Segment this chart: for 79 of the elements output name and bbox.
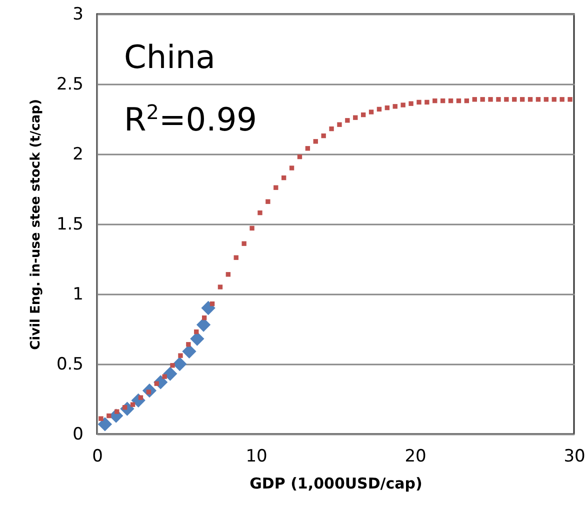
point (321, 133, 326, 138)
point (114, 409, 120, 414)
point (163, 366, 178, 381)
y-axis-title: Civil Eng. in-use stee stock (t/cap) (28, 99, 44, 350)
point (182, 344, 196, 358)
point (432, 98, 438, 104)
point (106, 413, 112, 418)
y-tick-label: 0.5 (56, 354, 84, 374)
annotation: China (124, 38, 216, 76)
point (329, 126, 334, 132)
point (424, 100, 430, 105)
point (353, 115, 358, 120)
point (440, 98, 446, 104)
point (250, 226, 254, 231)
point (297, 154, 302, 160)
point (496, 97, 501, 102)
point (274, 185, 278, 190)
point (178, 353, 183, 358)
x-tick-label: 10 (246, 446, 268, 466)
point (560, 97, 564, 102)
point (480, 97, 485, 102)
point (488, 97, 493, 102)
point (258, 210, 262, 216)
point (194, 329, 199, 334)
point (289, 166, 294, 170)
point (392, 104, 398, 109)
point (202, 315, 207, 320)
point (345, 118, 350, 123)
y-tick-label: 3 (72, 4, 84, 24)
point (568, 97, 572, 102)
y-tick-label: 2 (72, 144, 84, 164)
point (313, 139, 318, 144)
point (226, 272, 231, 277)
point (266, 199, 270, 204)
point (170, 363, 175, 368)
y-tick-label: 2.5 (56, 74, 84, 94)
point (281, 175, 286, 180)
point (512, 97, 517, 102)
point (196, 318, 211, 332)
point (416, 100, 422, 105)
point (376, 106, 382, 112)
point (368, 110, 374, 114)
y-tick-label: 0 (72, 424, 84, 444)
point (528, 97, 533, 102)
point (472, 97, 477, 102)
x-axis-title: GDP (1,000USD/cap) (250, 474, 422, 492)
point (201, 300, 216, 316)
point (305, 146, 310, 151)
point (242, 241, 246, 246)
point (218, 284, 223, 290)
point (234, 255, 238, 260)
point (162, 374, 167, 379)
point (520, 97, 525, 102)
point (544, 97, 549, 102)
point (536, 97, 541, 102)
point (448, 98, 454, 104)
y-tick-label: 1 (72, 284, 84, 304)
point (400, 102, 406, 108)
point (360, 112, 366, 118)
point (337, 122, 342, 127)
point (210, 301, 215, 306)
point (186, 342, 191, 347)
point (190, 332, 204, 346)
point (384, 105, 390, 110)
y-tick-label: 1.5 (56, 214, 84, 234)
annotation: R$^{2}$=0.99 (124, 100, 258, 139)
point (172, 356, 187, 372)
point (464, 98, 470, 104)
x-tick-label: 20 (404, 446, 426, 466)
point (456, 98, 462, 104)
point (130, 402, 136, 407)
point (504, 97, 509, 102)
point (408, 101, 414, 106)
point (154, 381, 159, 386)
x-tick-label: 30 (564, 446, 586, 466)
point (98, 416, 104, 421)
x-tick-label: 0 (92, 446, 103, 466)
point (552, 97, 556, 102)
point (98, 417, 112, 432)
